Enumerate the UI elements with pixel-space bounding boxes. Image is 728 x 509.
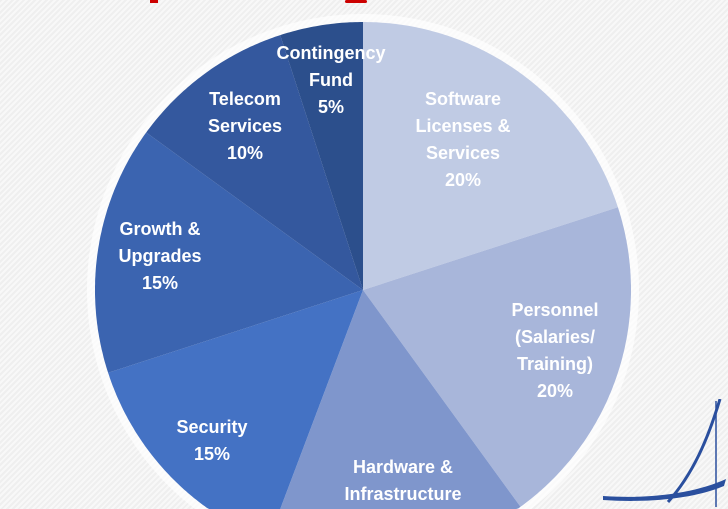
slice-label-line: 15%: [193, 444, 231, 464]
title-fragment: [150, 0, 367, 3]
sailboat-logo: [603, 399, 726, 507]
slice-label: Hardware & Infrastructure: [344, 454, 461, 508]
slice-label-line: Fund: [309, 70, 353, 90]
slice-label-line: 20%: [444, 170, 482, 190]
pie-slice-1: [363, 207, 631, 507]
slice-label-line: Upgrades: [118, 246, 202, 266]
slice-label: Personnel (Salaries/Training) 20%: [511, 297, 598, 405]
slice-label: Software Licenses & Services 20%: [415, 86, 510, 194]
slice-label-line: Infrastructure: [344, 484, 462, 504]
slice-label-line: Licenses &: [415, 116, 511, 136]
slice-label: Contingency Fund 5%: [276, 40, 385, 121]
slice-label-line: 5%: [317, 97, 345, 117]
slice-label-line: Personnel: [511, 300, 599, 320]
pie-slice-6: [280, 22, 363, 290]
pie-slice-4: [95, 132, 363, 373]
slice-label-line: Contingency: [276, 43, 386, 63]
pie-slice-3: [108, 290, 363, 509]
slice-label: Growth & Upgrades 15%: [118, 216, 201, 297]
slice-label: Security 15%: [176, 414, 247, 468]
slice-label-line: 10%: [226, 143, 264, 163]
pie-slice-5: [146, 35, 363, 290]
slice-label-line: 15%: [141, 273, 179, 293]
title-fragment-mark: [345, 0, 367, 3]
slice-label-line: Training): [517, 354, 593, 374]
slice-label-line: Security: [176, 417, 248, 437]
slice-label-line: Telecom: [209, 89, 281, 109]
slice-label-line: Software: [424, 89, 502, 109]
slice-label-line: (Salaries/: [514, 327, 596, 347]
slice-label-line: Hardware &: [352, 457, 454, 477]
slice-label-line: Growth &: [119, 219, 201, 239]
slice-label-line: Services: [207, 116, 283, 136]
slice-label: Telecom Services 10%: [208, 86, 282, 167]
pie-slice-0: [363, 22, 618, 290]
pie-slice-2: [280, 290, 521, 509]
slice-label-line: 20%: [536, 381, 574, 401]
title-fragment-mark: [150, 0, 158, 3]
slice-label-line: Services: [425, 143, 501, 163]
